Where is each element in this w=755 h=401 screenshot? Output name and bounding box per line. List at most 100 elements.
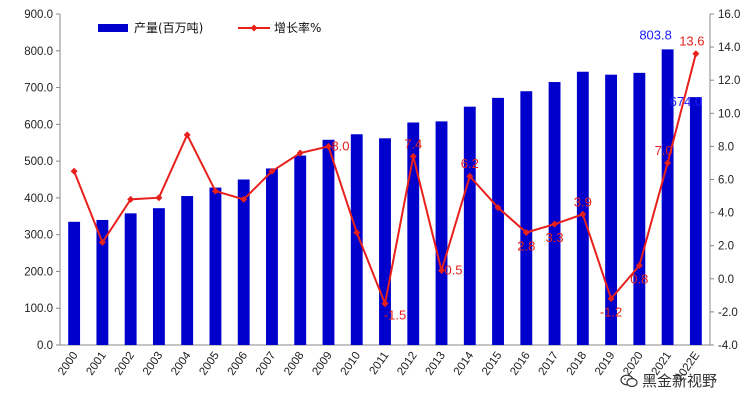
growth-point — [155, 194, 163, 202]
growth-point — [70, 167, 78, 175]
x-tick-label: 2004 — [169, 349, 194, 377]
x-tick-label: 2016 — [508, 350, 533, 378]
bar — [152, 208, 165, 345]
growth-point — [409, 152, 417, 160]
line-value-label: -1.5 — [384, 308, 406, 323]
bar — [633, 72, 646, 345]
legend-label: 增长率% — [274, 20, 321, 35]
bar — [96, 219, 109, 345]
growth-point — [466, 172, 474, 180]
growth-point — [211, 187, 219, 195]
legend-bar-swatch — [98, 24, 128, 32]
line-value-label: 0.8 — [630, 272, 648, 287]
bar — [407, 122, 420, 345]
bar — [350, 134, 363, 345]
right-tick-label: -2.0 — [718, 307, 738, 319]
right-tick-label: 0.0 — [718, 274, 734, 286]
bar — [548, 82, 561, 346]
x-tick-label: 2003 — [141, 350, 166, 378]
growth-point — [98, 238, 106, 246]
growth-point — [551, 220, 559, 228]
bar — [322, 139, 335, 345]
bar — [492, 97, 504, 345]
bar — [68, 221, 81, 345]
left-tick-label: 600.0 — [24, 119, 53, 131]
x-tick-label: 2015 — [480, 350, 505, 378]
line-value-label: 3.3 — [546, 230, 564, 245]
bar — [689, 97, 702, 346]
x-tick-label: 2007 — [254, 350, 279, 378]
right-tick-label: 8.0 — [718, 141, 734, 153]
x-tick-label: 2002 — [113, 350, 138, 378]
growth-point — [522, 228, 530, 236]
bar — [237, 179, 250, 345]
right-tick-label: 10.0 — [718, 108, 740, 120]
left-tick-label: 500.0 — [24, 156, 53, 168]
x-tick-label: 2008 — [282, 350, 307, 378]
growth-point — [268, 167, 276, 175]
line-value-label: 2.8 — [517, 238, 535, 253]
growth-point — [579, 210, 587, 218]
bar — [435, 121, 448, 345]
line-value-label: 3.9 — [574, 194, 592, 209]
x-tick-label: 2010 — [339, 350, 364, 378]
growth-point — [438, 267, 446, 275]
left-tick-label: 300.0 — [24, 230, 53, 242]
growth-point — [607, 295, 615, 303]
bar — [266, 168, 278, 345]
x-tick-label: 2013 — [423, 350, 448, 378]
x-tick-label: 2018 — [565, 350, 590, 378]
right-tick-label: 4.0 — [718, 208, 734, 220]
bar — [181, 196, 194, 345]
bar — [124, 213, 137, 345]
growth-point — [692, 50, 700, 58]
growth-point — [635, 262, 643, 270]
growth-point — [240, 195, 248, 203]
left-tick-label: 800.0 — [24, 46, 53, 58]
growth-point — [296, 149, 304, 157]
bar — [576, 71, 589, 345]
left-tick-label: 400.0 — [24, 193, 53, 205]
watermark: 黑金新视野 — [620, 370, 717, 391]
watermark-text: 黑金新视野 — [641, 372, 717, 390]
growth-point — [381, 300, 389, 308]
x-tick-label: 2009 — [310, 350, 335, 378]
left-tick-label: 100.0 — [24, 303, 53, 315]
x-tick-label: 2001 — [84, 350, 109, 378]
line-value-label: 8.0 — [331, 138, 349, 153]
bar-value-label: 803.8 — [639, 27, 672, 42]
x-tick-label: 2017 — [537, 350, 562, 378]
growth-point — [127, 195, 135, 203]
right-tick-label: 14.0 — [718, 42, 740, 54]
left-tick-label: 900.0 — [24, 9, 53, 21]
x-tick-label: 2006 — [226, 350, 251, 378]
line-value-label: 0.5 — [444, 263, 462, 278]
left-tick-label: 700.0 — [24, 83, 53, 95]
x-tick-label: 2011 — [367, 350, 391, 377]
legend-label: 产量(百万吨) — [134, 21, 203, 35]
line-value-label: 7.0 — [655, 143, 673, 158]
right-tick-label: 12.0 — [718, 75, 740, 87]
line-value-label: 13.6 — [679, 34, 704, 49]
right-tick-label: -4.0 — [718, 340, 738, 352]
x-tick-label: 2005 — [197, 350, 222, 378]
x-tick-label: 2019 — [593, 350, 618, 378]
bar — [209, 187, 222, 345]
line-value-label: -1.2 — [600, 305, 622, 320]
x-tick-label: 2014 — [452, 349, 477, 377]
bar — [605, 74, 618, 345]
bar — [520, 91, 533, 345]
growth-point — [183, 131, 191, 139]
left-tick-label: 200.0 — [24, 266, 53, 278]
bar-value-label: 674.0 — [670, 94, 703, 109]
bar — [294, 155, 307, 345]
growth-point — [353, 228, 361, 236]
wechat-icon — [620, 374, 638, 387]
right-tick-label: 16.0 — [718, 9, 740, 21]
legend-line-marker — [250, 24, 258, 32]
growth-point — [494, 204, 502, 212]
left-tick-label: 0.0 — [37, 340, 53, 352]
growth-point — [664, 159, 672, 167]
bar — [661, 49, 674, 346]
